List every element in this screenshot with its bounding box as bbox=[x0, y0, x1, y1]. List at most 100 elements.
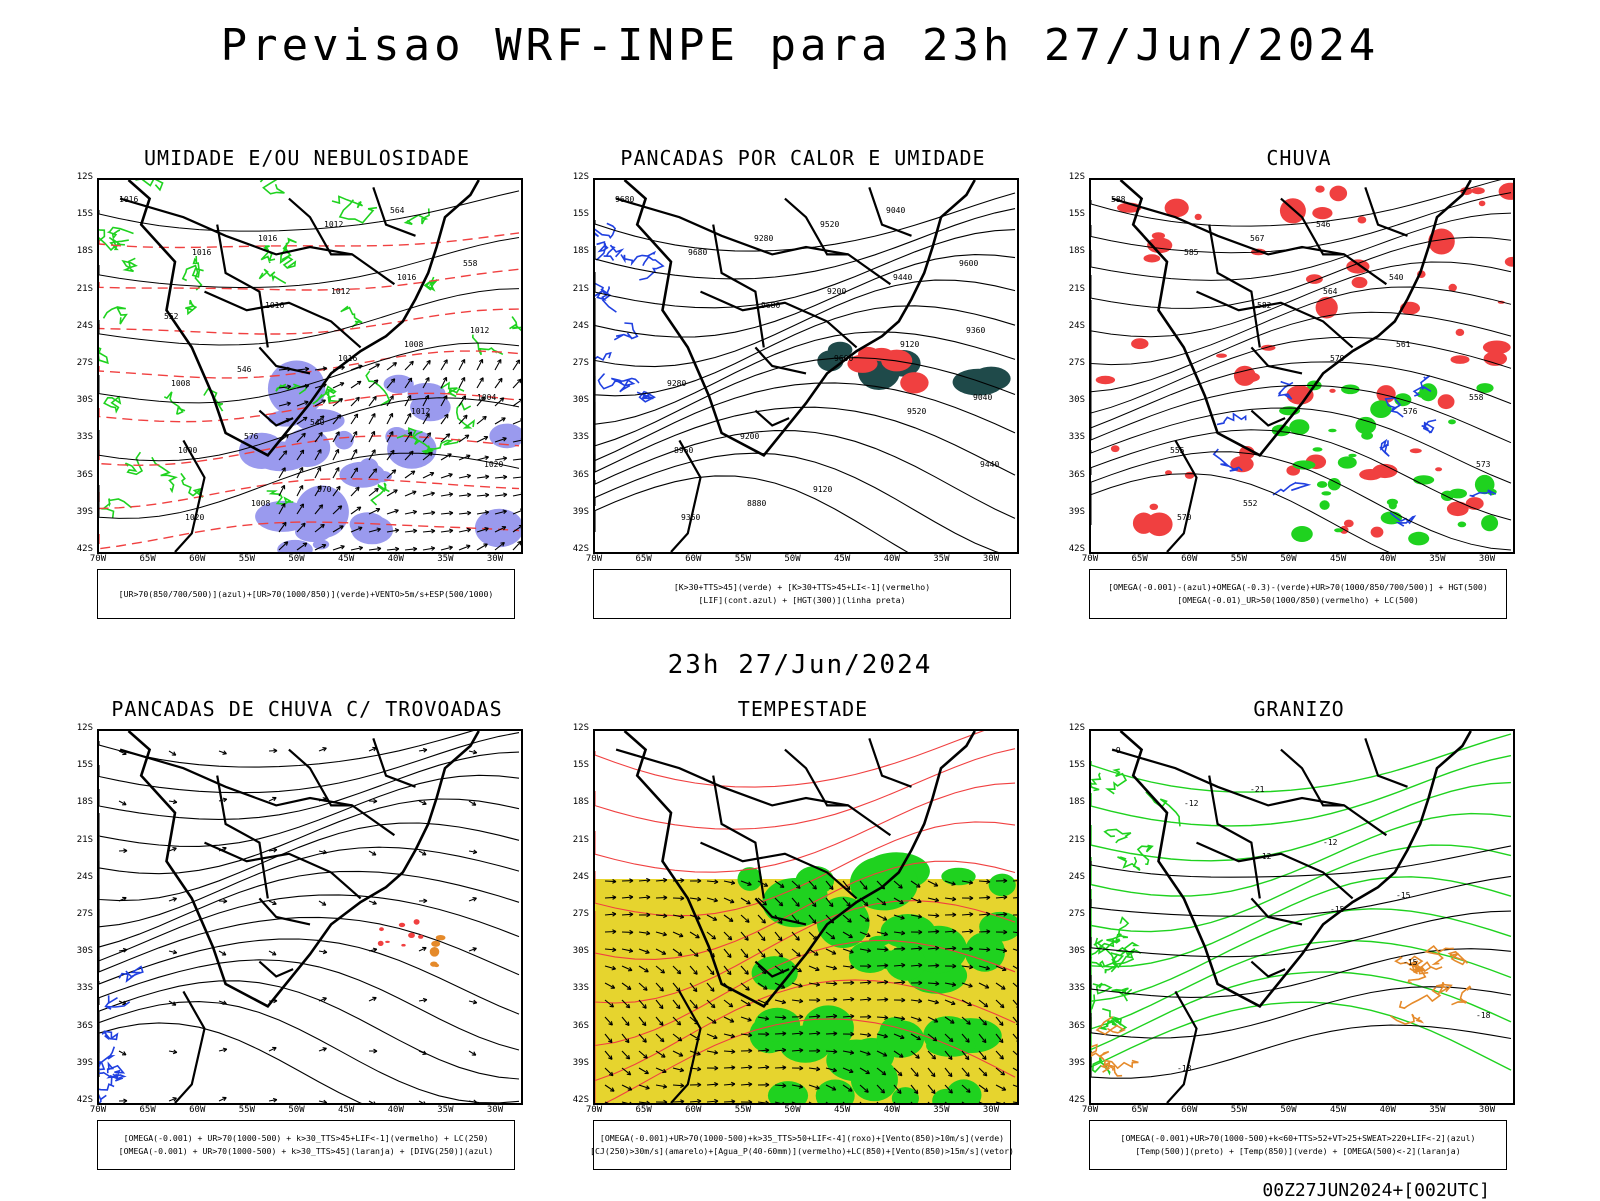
legend-line: [OMEGA(-0.001)+UR>70(1000-500)+k<60+TTS>… bbox=[1121, 1132, 1476, 1145]
latitude-tick-label: 33S bbox=[69, 432, 93, 442]
latitude-tick-label: 24S bbox=[1061, 872, 1085, 882]
contour-value-label: 1004 bbox=[477, 393, 496, 402]
longitude-tick-label: 65W bbox=[629, 1105, 659, 1115]
latitude-tick-label: 18S bbox=[565, 246, 589, 256]
longitude-tick-label: 35W bbox=[1422, 1105, 1452, 1115]
contour-value-label: 1008 bbox=[404, 340, 423, 349]
latitude-tick-label: 30S bbox=[565, 946, 589, 956]
latitude-tick-label: 39S bbox=[69, 1058, 93, 1068]
latitude-tick-label: 27S bbox=[69, 909, 93, 919]
contour-value-label: 567 bbox=[1250, 234, 1265, 243]
longitude-tick-label: 50W bbox=[778, 554, 808, 564]
contour-value-label: 1016 bbox=[258, 234, 277, 243]
latitude-tick-label: 39S bbox=[565, 1058, 589, 1068]
contour-value-label: 1016 bbox=[192, 248, 211, 257]
contour-value-label: 9040 bbox=[886, 206, 905, 215]
legend-line: [CJ(250)>30m/s](amarelo)+[Agua_P(40-60mm… bbox=[590, 1145, 1014, 1158]
latitude-tick-label: 21S bbox=[1061, 835, 1085, 845]
divergence-blue-contours bbox=[99, 967, 143, 1103]
longitude-tick-label: 55W bbox=[1224, 1105, 1254, 1115]
longitude-tick-label: 35W bbox=[430, 554, 460, 564]
longitude-tick-label: 45W bbox=[331, 1105, 361, 1115]
contour-value-label: 1012 bbox=[324, 220, 343, 229]
latitude-tick-label: 18S bbox=[1061, 246, 1085, 256]
panel-title: CHUVA bbox=[1079, 146, 1519, 170]
contour-value-label: 546 bbox=[1316, 220, 1331, 229]
contour-value-label: 540 bbox=[1389, 273, 1404, 282]
latitude-tick-label: 21S bbox=[565, 284, 589, 294]
panel-title: GRANIZO bbox=[1079, 697, 1519, 721]
contour-value-label: 9120 bbox=[900, 340, 919, 349]
latitude-tick-label: 12S bbox=[69, 723, 93, 733]
contour-value-label: -21 bbox=[1250, 785, 1265, 794]
contour-value-label: 9120 bbox=[813, 485, 832, 494]
contour-value-label: 9600 bbox=[959, 259, 978, 268]
panel-legend: [OMEGA(-0.001) + UR>70(1000-500) + k>30_… bbox=[97, 1120, 515, 1170]
longitude-tick-label: 30W bbox=[480, 1105, 510, 1115]
contour-lines bbox=[99, 191, 519, 519]
panel-legend: [OMEGA(-0.001)+UR>70(1000-500)+k>35_TTS>… bbox=[593, 1120, 1011, 1170]
latitude-tick-label: 24S bbox=[565, 321, 589, 331]
legend-line: [OMEGA(-0.001)-(azul)+OMEGA(-0.3)-(verde… bbox=[1108, 581, 1488, 594]
longitude-tick-label: 30W bbox=[1472, 554, 1502, 564]
latitude-tick-label: 15S bbox=[565, 760, 589, 770]
page-title: Previsao WRF-INPE para 23h 27/Jun/2024 bbox=[0, 20, 1600, 71]
contour-value-label: 552 bbox=[1243, 499, 1258, 508]
contour-value-label: 576 bbox=[244, 432, 259, 441]
longitude-tick-label: 50W bbox=[282, 1105, 312, 1115]
latitude-tick-label: 24S bbox=[69, 321, 93, 331]
legend-line: [UR>70(850/700/500)](azul)+[UR>70(1000/8… bbox=[119, 588, 494, 601]
legend-line: [OMEGA(-0.001) + UR>70(1000-500) + k>30_… bbox=[119, 1145, 494, 1158]
latitude-tick-label: 42S bbox=[565, 544, 589, 554]
latitude-tick-label: 12S bbox=[1061, 723, 1085, 733]
latitude-tick-label: 39S bbox=[565, 507, 589, 517]
longitude-tick-label: 55W bbox=[728, 554, 758, 564]
longitude-tick-label: 65W bbox=[133, 554, 163, 564]
contour-value-label: 540 bbox=[310, 418, 325, 427]
longitude-tick-label: 40W bbox=[381, 1105, 411, 1115]
latitude-tick-label: 36S bbox=[1061, 1021, 1085, 1031]
latitude-tick-label: 27S bbox=[1061, 909, 1085, 919]
longitude-tick-label: 40W bbox=[1373, 554, 1403, 564]
contour-value-label: 1012 bbox=[411, 407, 430, 416]
latitude-tick-label: 33S bbox=[69, 983, 93, 993]
longitude-tick-label: 60W bbox=[182, 1105, 212, 1115]
longitude-tick-label: 30W bbox=[976, 554, 1006, 564]
legend-line: [Temp(500)](preto) + [Temp(850)](verde) … bbox=[1135, 1145, 1460, 1158]
contour-value-label: 1016 bbox=[397, 273, 416, 282]
longitude-tick-label: 70W bbox=[1075, 1105, 1105, 1115]
longitude-tick-label: 55W bbox=[728, 1105, 758, 1115]
contour-lines bbox=[99, 731, 519, 1103]
latitude-tick-label: 27S bbox=[565, 358, 589, 368]
latitude-tick-label: 21S bbox=[565, 835, 589, 845]
longitude-tick-label: 60W bbox=[182, 554, 212, 564]
lif-blue-contours bbox=[595, 223, 663, 401]
contour-value-label: 1008 bbox=[171, 379, 190, 388]
contour-value-label: 9440 bbox=[893, 273, 912, 282]
longitude-tick-label: 60W bbox=[678, 1105, 708, 1115]
panel-title: PANCADAS POR CALOR E UMIDADE bbox=[583, 146, 1023, 170]
map-plot-area bbox=[97, 729, 523, 1105]
longitude-tick-label: 70W bbox=[579, 1105, 609, 1115]
contour-value-label: 9440 bbox=[980, 460, 999, 469]
panel-title: PANCADAS DE CHUVA C/ TROVOADAS bbox=[87, 697, 527, 721]
longitude-tick-label: 55W bbox=[232, 1105, 262, 1115]
longitude-tick-label: 65W bbox=[1125, 554, 1155, 564]
contour-lines bbox=[1091, 734, 1511, 1070]
contour-value-label: 1012 bbox=[331, 287, 350, 296]
latitude-tick-label: 36S bbox=[565, 1021, 589, 1031]
longitude-tick-label: 50W bbox=[778, 1105, 808, 1115]
contour-value-label: 9040 bbox=[973, 393, 992, 402]
forecast-time-label: 23h 27/Jun/2024 bbox=[0, 650, 1600, 680]
latitude-tick-label: 12S bbox=[1061, 172, 1085, 182]
latitude-tick-label: 21S bbox=[69, 284, 93, 294]
latitude-tick-label: 30S bbox=[1061, 946, 1085, 956]
contour-value-label: 9520 bbox=[907, 407, 926, 416]
contour-value-label: 9200 bbox=[827, 287, 846, 296]
latitude-tick-label: 18S bbox=[69, 797, 93, 807]
latitude-tick-label: 18S bbox=[1061, 797, 1085, 807]
contour-value-label: 558 bbox=[1469, 393, 1484, 402]
